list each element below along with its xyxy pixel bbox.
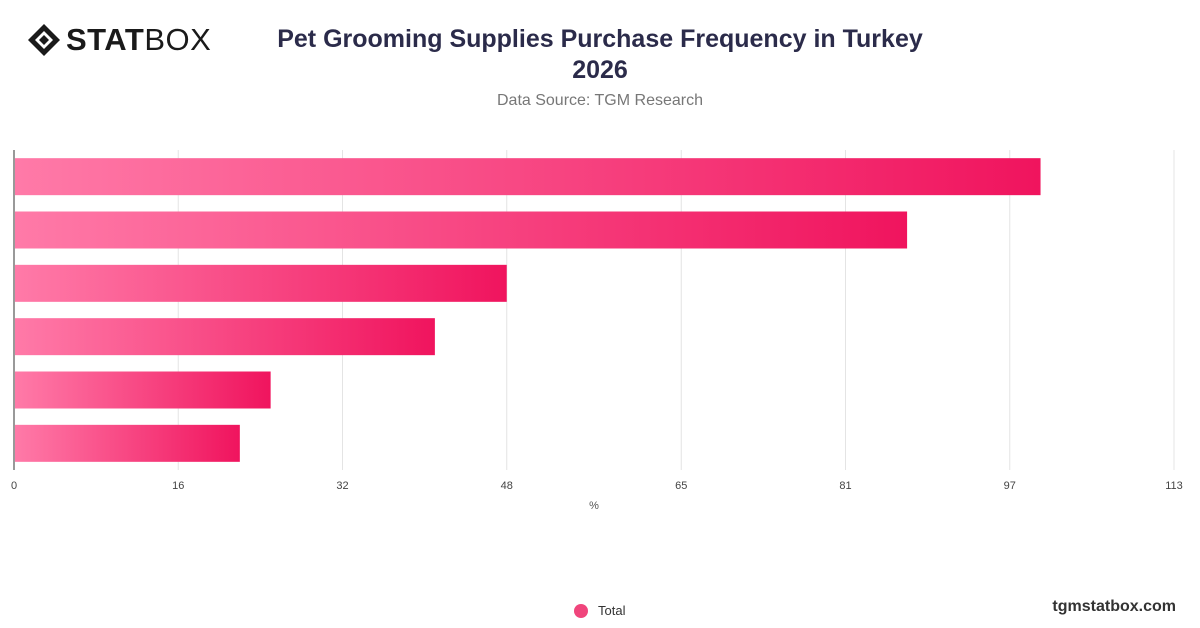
chart-title-line2: 2026 xyxy=(572,56,628,84)
x-tick-label: 32 xyxy=(336,480,348,492)
bar[interactable] xyxy=(15,211,908,249)
x-tick-label: 65 xyxy=(675,480,687,492)
bar[interactable] xyxy=(15,318,435,356)
x-tick-label: 97 xyxy=(1004,480,1016,492)
logo-text-bold: STAT xyxy=(66,22,145,57)
x-tick-label: 0 xyxy=(11,480,17,492)
chart-subtitle: Data Source: TGM Research xyxy=(496,92,703,109)
bar[interactable] xyxy=(15,424,240,462)
x-tick-label: 48 xyxy=(501,480,513,492)
chart-title-line1: Pet Grooming Supplies Purchase Frequency… xyxy=(277,25,923,53)
x-tick-label: 113 xyxy=(1165,480,1183,492)
logo-text: STATBOX xyxy=(66,22,211,58)
legend-marker xyxy=(574,603,588,618)
x-axis-label: % xyxy=(589,500,599,512)
x-tick-label: 16 xyxy=(172,480,184,492)
statbox-logo: STATBOX xyxy=(26,22,211,58)
legend[interactable]: Total xyxy=(574,603,625,618)
chart-title: Pet Grooming Supplies Purchase Frequency… xyxy=(200,24,1000,86)
logo-text-light: BOX xyxy=(144,22,212,57)
footer-url: tgmstatbox.com xyxy=(1052,598,1176,615)
bar[interactable] xyxy=(15,158,1041,196)
bar[interactable] xyxy=(15,371,271,409)
x-tick-label: 81 xyxy=(839,480,851,492)
diamond-logo-icon xyxy=(28,24,60,56)
bar[interactable] xyxy=(15,264,507,302)
legend-label: Total xyxy=(598,603,626,618)
